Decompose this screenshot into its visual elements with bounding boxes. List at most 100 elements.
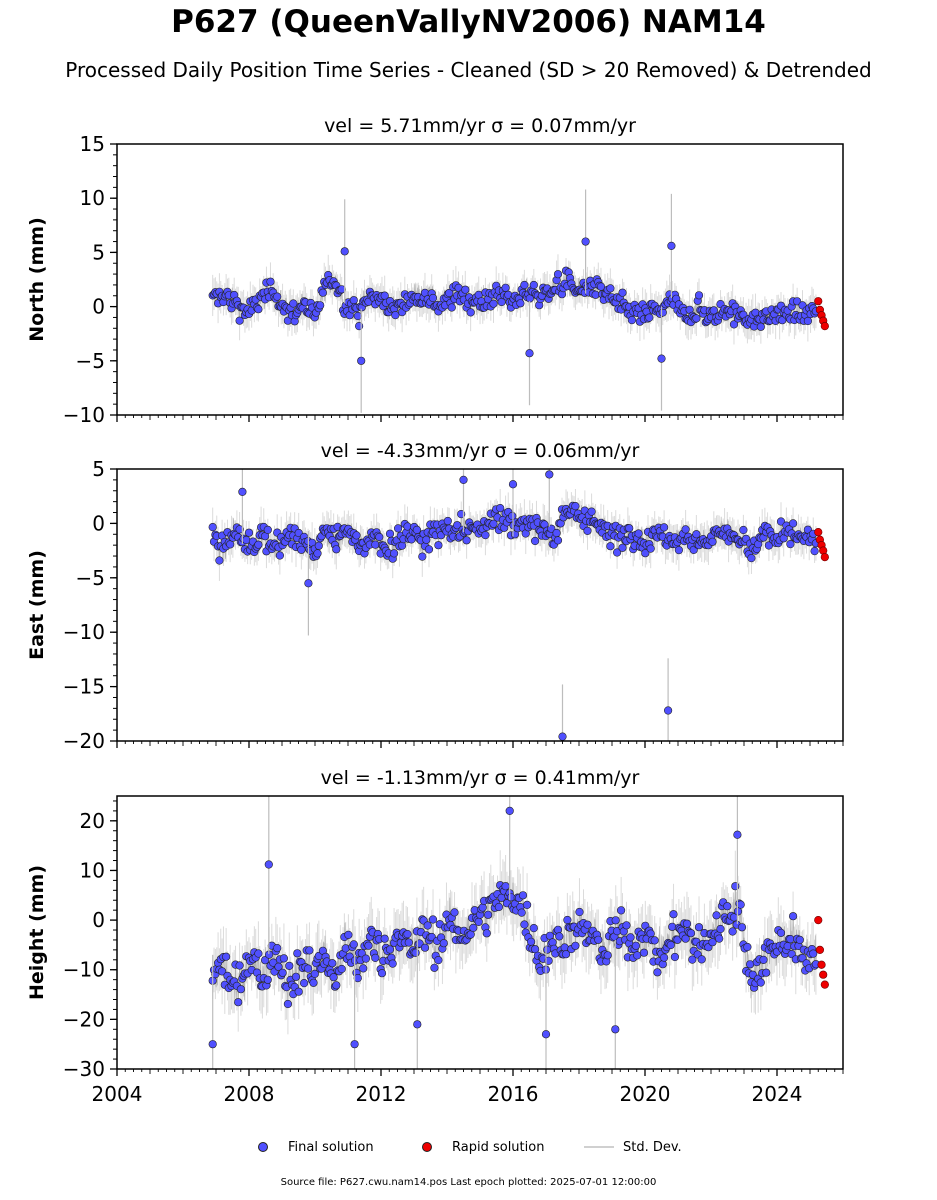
final-point	[736, 900, 745, 909]
final-point	[626, 933, 635, 942]
final-point	[603, 951, 612, 960]
rapid-point	[814, 528, 823, 537]
legend-final-label: Final solution	[288, 1139, 374, 1155]
final-point	[659, 523, 669, 532]
final-point	[547, 524, 556, 533]
final-point	[575, 907, 584, 917]
final-point	[697, 955, 706, 964]
final-point	[314, 541, 323, 550]
outlier-point	[350, 1040, 359, 1049]
final-point	[612, 548, 622, 557]
final-point	[587, 507, 596, 516]
final-point	[634, 529, 643, 538]
outlier-point	[340, 247, 349, 256]
ylabel-height: Height (mm)	[26, 865, 48, 1000]
legend-item-final: Final solution	[258, 1136, 374, 1158]
final-point	[526, 937, 536, 946]
final-point	[666, 940, 675, 950]
x-tick-label: 2012	[356, 1082, 407, 1106]
final-point	[341, 944, 350, 953]
final-point	[618, 543, 627, 552]
final-point	[555, 932, 564, 941]
outlier-point	[357, 356, 366, 365]
final-point	[681, 934, 690, 943]
final-point	[269, 958, 278, 967]
panel-title-height: vel = -1.13mm/yr σ = 0.41mm/yr	[321, 767, 640, 789]
final-point	[716, 924, 725, 934]
final-point	[254, 949, 263, 958]
final-point	[670, 952, 680, 962]
outlier-point	[667, 241, 676, 250]
y-tick-label: 0	[92, 295, 105, 319]
final-point	[694, 923, 704, 932]
final-point	[645, 313, 654, 322]
x-tick-label: 2020	[620, 1082, 671, 1106]
final-point	[552, 528, 561, 538]
outlier-point	[541, 1030, 551, 1039]
final-point	[631, 941, 641, 950]
final-point	[484, 910, 493, 919]
final-point	[328, 959, 337, 968]
final-point	[810, 546, 819, 556]
final-point	[762, 968, 771, 977]
outlier-point	[413, 1020, 422, 1029]
final-point	[235, 525, 244, 534]
final-point	[606, 542, 615, 551]
final-point	[420, 943, 430, 952]
final-point	[285, 961, 294, 971]
final-point	[561, 950, 571, 959]
final-point	[222, 952, 231, 961]
final-point	[434, 955, 443, 965]
final-point	[747, 553, 756, 563]
y-tick-label: 0	[92, 511, 105, 535]
final-point	[450, 908, 459, 917]
final-point	[633, 951, 642, 960]
final-point	[275, 551, 285, 560]
final-point	[658, 308, 667, 317]
final-point	[337, 964, 346, 974]
legend-item-stddev: Std. Dev.	[584, 1136, 682, 1158]
final-point	[349, 296, 358, 305]
final-point	[430, 963, 439, 972]
x-tick-label: 2008	[224, 1082, 275, 1106]
final-point	[692, 314, 701, 323]
outlier-point	[304, 579, 313, 588]
final-point	[208, 522, 217, 532]
final-point	[669, 910, 678, 919]
final-point	[501, 882, 510, 891]
final-point	[560, 943, 569, 952]
final-point	[310, 969, 319, 979]
rapid-point	[820, 322, 829, 331]
final-point	[682, 919, 692, 928]
final-point	[739, 525, 748, 535]
final-point	[411, 948, 420, 957]
final-point	[215, 556, 224, 565]
y-tick-label: −10	[63, 403, 105, 427]
final-point	[516, 299, 525, 308]
figure-subtitle: Processed Daily Position Time Series - C…	[65, 58, 872, 82]
final-point	[715, 934, 724, 943]
final-point	[658, 960, 667, 969]
final-point	[380, 934, 389, 943]
final-point	[261, 956, 270, 965]
rapid-point	[819, 970, 828, 979]
rapid-point	[817, 960, 826, 969]
final-point	[529, 923, 538, 933]
outlier-point	[581, 237, 590, 246]
final-point	[553, 536, 563, 545]
final-point	[583, 526, 592, 536]
final-point	[688, 955, 697, 964]
final-point	[723, 902, 732, 911]
final-point	[294, 987, 303, 996]
final-point	[443, 516, 452, 526]
outlier-point	[208, 1040, 217, 1049]
final-point	[279, 954, 289, 963]
final-point	[388, 959, 397, 968]
final-point	[304, 964, 313, 973]
final-point	[273, 292, 282, 301]
final-point	[422, 535, 431, 544]
final-point	[563, 915, 572, 925]
final-point	[646, 544, 655, 553]
final-point	[611, 916, 620, 925]
axes-frame-east	[116, 468, 844, 742]
